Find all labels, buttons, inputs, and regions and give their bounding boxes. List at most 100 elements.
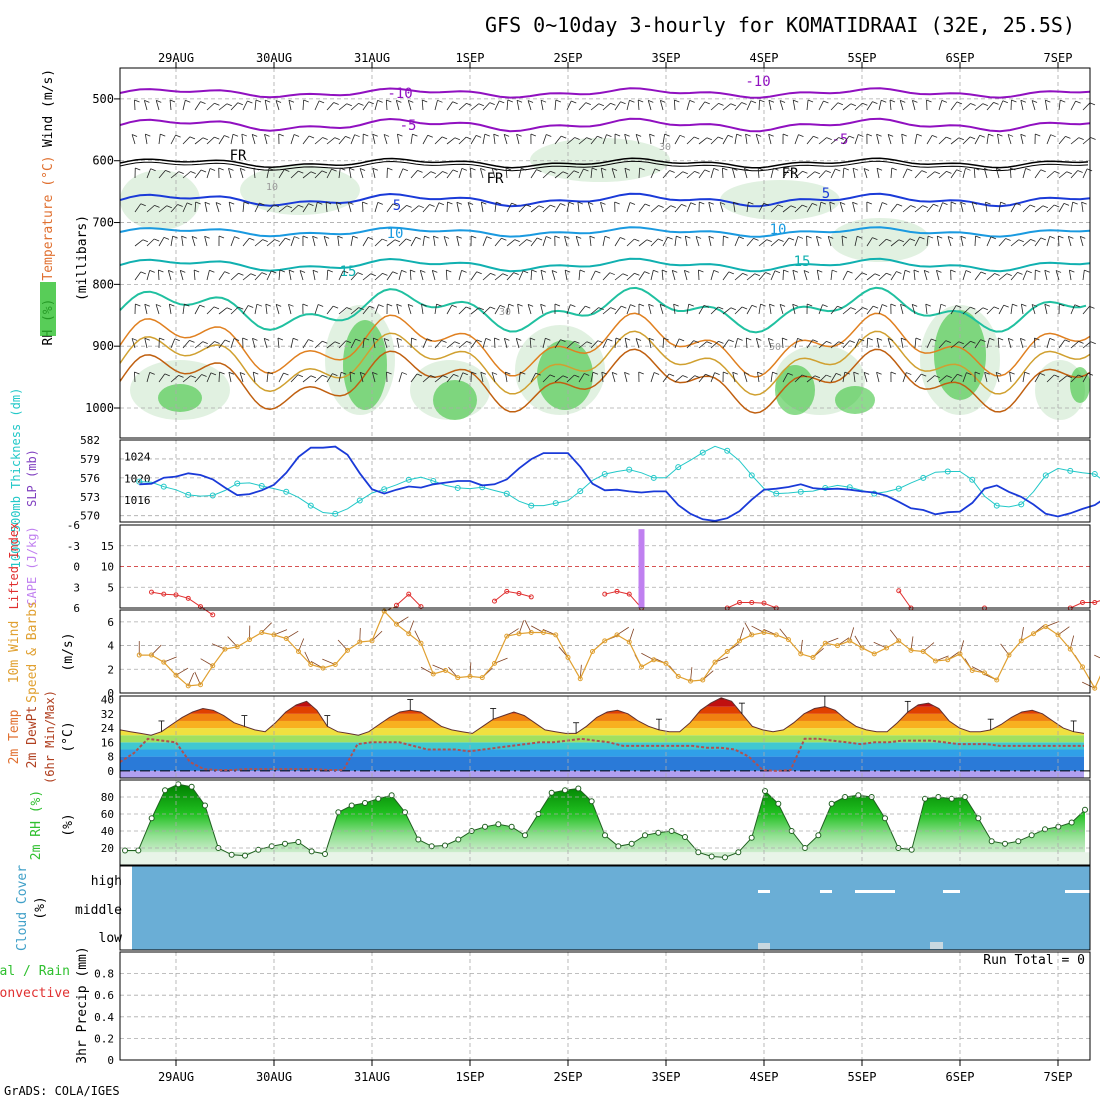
wind-barb (926, 171, 936, 179)
wind-speed-point (761, 630, 767, 636)
wind-barb (338, 372, 342, 383)
wind-barb (1010, 239, 1020, 247)
wind-barb (829, 202, 832, 213)
wind-barb-flag (751, 304, 758, 308)
wind-barb-flag (410, 269, 416, 273)
rh-point (655, 829, 662, 836)
wind-barb-flag (348, 201, 354, 205)
wind-barb-flag (957, 373, 963, 377)
wind-barb (1081, 202, 1084, 213)
wind-barb-flag (606, 134, 612, 137)
wind-barb (396, 338, 400, 349)
wind-barb (290, 170, 299, 179)
wind-barb-flag (530, 133, 537, 137)
wind-barb-flag (577, 201, 584, 205)
wind-speed-point (161, 659, 167, 665)
wind-barb (792, 270, 796, 281)
wind-barb-flag (950, 201, 957, 205)
wind-barb (974, 307, 984, 315)
wind-barb (734, 134, 738, 145)
wind-barb-flag (853, 371, 859, 375)
thickness-point (1091, 471, 1098, 478)
wind-barb-flag (302, 303, 308, 307)
wind-barb (398, 238, 407, 247)
wind-barb-flag (797, 337, 803, 341)
wind-barb-flag (927, 235, 934, 239)
wind-barb-flag (826, 374, 832, 378)
wind-barb (349, 372, 352, 383)
wind-barb-flag (172, 235, 178, 239)
lifted-index-line (727, 602, 777, 609)
wind-barb (578, 102, 587, 111)
wind-barb-flag (915, 337, 922, 341)
wind-barb-flag (256, 303, 263, 307)
wind-barb (480, 202, 484, 213)
wind-barb-flag (461, 168, 468, 171)
wind-barb-flag (421, 303, 427, 307)
wind-barb (252, 338, 256, 349)
wind-barb-flag (209, 269, 215, 273)
wind-barb-flag (1018, 239, 1024, 243)
wind-barb (936, 236, 940, 247)
wind-barb (938, 171, 947, 179)
wind-barb (973, 167, 976, 179)
panel-frame (119, 67, 1091, 439)
wind-barb-flag (332, 305, 339, 309)
wind-barb-flag (165, 169, 171, 173)
wind-barb-flag (325, 201, 332, 205)
wind-barb-flag (481, 201, 487, 205)
wind-barb-flag (807, 99, 814, 103)
wind-barb (890, 271, 897, 281)
wind-speed-point (982, 670, 987, 676)
wind-barb (155, 100, 160, 111)
wind-speed-point (467, 673, 473, 679)
temp-tick-label: 24 (101, 722, 115, 735)
rh-point (588, 798, 595, 805)
wind-barb (266, 239, 275, 247)
wind-barb-flag (738, 236, 744, 240)
wind-barb-flag (397, 133, 403, 137)
wind-barb (962, 168, 966, 179)
wind-barb-flag (134, 371, 140, 375)
thickness-point (454, 484, 461, 491)
wind-barb-flag (1055, 270, 1062, 273)
wind-barb (554, 375, 564, 383)
wind-barb-flag (693, 136, 700, 140)
wind-barb (494, 337, 496, 349)
wind-barb-flag (511, 202, 517, 206)
rh-point (908, 846, 915, 853)
wind-barb-flag (277, 337, 284, 341)
li-tick-label: 0 (73, 561, 80, 574)
wind-barb-flag (516, 133, 522, 137)
rh-point (388, 792, 395, 799)
wind-barb-flag (988, 133, 994, 137)
wind-barb-flag (199, 304, 205, 308)
wind-barb (626, 100, 630, 111)
wind-barb-flag (358, 102, 364, 106)
wind-barb-flag (229, 201, 235, 205)
wind-barb-flag (331, 168, 337, 172)
wind-barb-flag (857, 235, 863, 239)
wind-barb (962, 306, 971, 315)
wind-barb-flag (142, 239, 148, 243)
wind-barb (863, 168, 868, 179)
wind-barb-flag (826, 137, 832, 140)
wind-speed-point (296, 649, 301, 654)
wind-speed-point (786, 637, 791, 643)
wind-speed-point (847, 638, 853, 644)
wind-barb (900, 304, 904, 315)
wind-barb-flag (278, 133, 284, 137)
wind-barb-flag (886, 272, 892, 276)
wind-barb (854, 102, 863, 111)
wind-barb-flag (965, 167, 971, 171)
wind-barb (803, 270, 808, 281)
wind-barb-flag (149, 372, 155, 375)
wind-barb (779, 100, 784, 111)
wind-barb (710, 306, 719, 315)
wind-barb (806, 339, 813, 349)
wind-barb (866, 273, 876, 281)
thickness-point (234, 480, 241, 487)
wind-barb (768, 100, 772, 111)
wind-barb-flag (849, 135, 855, 139)
wind-barb (661, 270, 664, 281)
